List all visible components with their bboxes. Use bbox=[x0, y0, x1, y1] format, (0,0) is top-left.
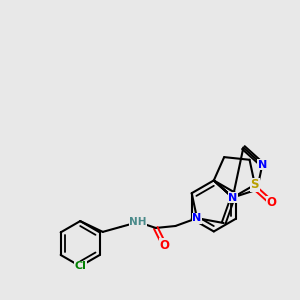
Text: N: N bbox=[192, 213, 202, 223]
Text: O: O bbox=[160, 239, 170, 252]
Text: N: N bbox=[258, 160, 267, 170]
Text: S: S bbox=[250, 178, 259, 191]
Text: Cl: Cl bbox=[74, 261, 86, 271]
Text: O: O bbox=[267, 196, 277, 209]
Text: NH: NH bbox=[129, 217, 147, 227]
Text: N: N bbox=[192, 213, 202, 223]
Text: N: N bbox=[228, 193, 237, 202]
